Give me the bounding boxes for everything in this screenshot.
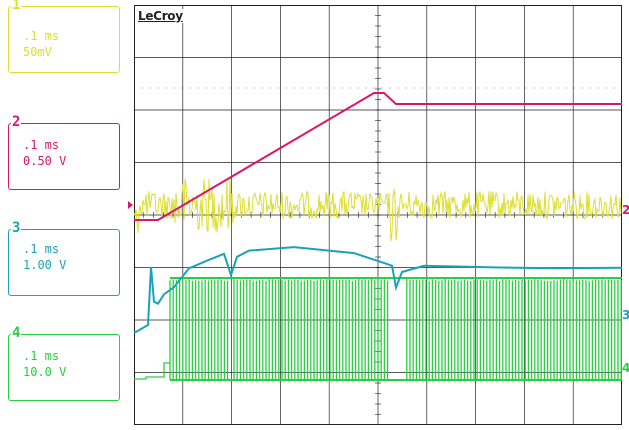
reference-dot: [229, 87, 231, 89]
channel-2-box[interactable]: 2 .1 ms 0.50 V: [8, 115, 120, 190]
channel-2-right-marker: 2: [622, 203, 629, 217]
reference-dot: [525, 87, 527, 89]
reference-dot: [549, 87, 551, 89]
reference-dot: [405, 87, 407, 89]
channel-2-number: 2: [11, 114, 22, 130]
channel-1-trace: [134, 178, 622, 242]
reference-dot: [533, 87, 535, 89]
reference-dot: [205, 87, 207, 89]
reference-dot: [357, 87, 359, 89]
reference-dot: [413, 87, 415, 89]
channel-4-waveform: [134, 279, 622, 380]
reference-dot: [381, 87, 383, 89]
channel-4-trace: [134, 277, 622, 381]
reference-dot: [509, 87, 511, 89]
ch2-offset-arrow-icon: [128, 201, 133, 209]
channel-4-timebase: .1 ms: [23, 349, 60, 363]
reference-dot: [285, 87, 287, 89]
reference-dot: [501, 87, 503, 89]
reference-dot: [557, 87, 559, 89]
reference-dot: [421, 87, 423, 89]
reference-dot: [301, 87, 303, 89]
channel-3-right-marker: 3: [622, 308, 629, 322]
reference-dot: [221, 87, 223, 89]
reference-dot: [373, 87, 375, 89]
reference-dot: [317, 87, 319, 89]
reference-dot: [493, 87, 495, 89]
reference-dot: [565, 87, 567, 89]
reference-dot: [213, 87, 215, 89]
reference-dot: [613, 87, 615, 89]
channel-1-timebase: .1 ms: [23, 29, 60, 43]
oscilloscope-display: [134, 5, 622, 425]
reference-dot: [477, 87, 479, 89]
channel-3-scale: 1.00 V: [23, 258, 67, 272]
reference-dot: [141, 87, 143, 89]
reference-dot: [389, 87, 391, 89]
reference-dot: [341, 87, 343, 89]
channel-1-number: 1: [11, 0, 22, 13]
channel-1-waveform: [134, 178, 622, 242]
reference-dot: [485, 87, 487, 89]
reference-dot: [261, 87, 263, 89]
reference-dot: [157, 87, 159, 89]
reference-dot: [253, 87, 255, 89]
reference-dot: [149, 87, 151, 89]
reference-dot: [469, 87, 471, 89]
reference-dot: [445, 87, 447, 89]
channel-1-box[interactable]: 1 .1 ms 50mV: [8, 0, 120, 73]
reference-dot: [517, 87, 519, 89]
reference-dot: [349, 87, 351, 89]
reference-dot: [309, 87, 311, 89]
reference-dot: [437, 87, 439, 89]
channel-3-trace: [134, 246, 622, 334]
reference-dot: [581, 87, 583, 89]
channel-3-waveform: [134, 246, 622, 334]
reference-dot: [333, 87, 335, 89]
reference-dot: [325, 87, 327, 89]
channel-4-right-marker: 4: [622, 361, 629, 375]
channel-3-timebase: .1 ms: [23, 242, 60, 256]
reference-dot: [429, 87, 431, 89]
reference-dot: [165, 87, 167, 89]
reference-dot: [173, 87, 175, 89]
reference-dot: [237, 87, 239, 89]
channel-3-number: 3: [11, 220, 22, 236]
reference-dot: [461, 87, 463, 89]
channel-4-number: 4: [11, 325, 22, 341]
channel-2-timebase: .1 ms: [23, 138, 60, 152]
reference-dot: [597, 87, 599, 89]
reference-dot: [541, 87, 543, 89]
reference-dot: [245, 87, 247, 89]
reference-dot: [605, 87, 607, 89]
reference-dot: [573, 87, 575, 89]
reference-dot: [293, 87, 295, 89]
channel-1-scale: 50mV: [23, 45, 52, 59]
channel-3-box[interactable]: 3 .1 ms 1.00 V: [8, 221, 120, 296]
channel-2-trace: [134, 92, 622, 221]
channel-2-scale: 0.50 V: [23, 154, 67, 168]
reference-dot: [269, 87, 271, 89]
reference-dot: [197, 87, 199, 89]
reference-dot: [397, 87, 399, 89]
channel-4-box[interactable]: 4 .1 ms 10.0 V: [8, 326, 120, 401]
lecroy-logo: LeCroy: [137, 9, 184, 23]
reference-dot: [453, 87, 455, 89]
reference-dot: [189, 87, 191, 89]
reference-dot: [589, 87, 591, 89]
channel-4-scale: 10.0 V: [23, 365, 67, 379]
reference-dot: [181, 87, 183, 89]
channel-2-waveform: [134, 92, 622, 221]
reference-dot: [365, 87, 367, 89]
reference-dot: [277, 87, 279, 89]
